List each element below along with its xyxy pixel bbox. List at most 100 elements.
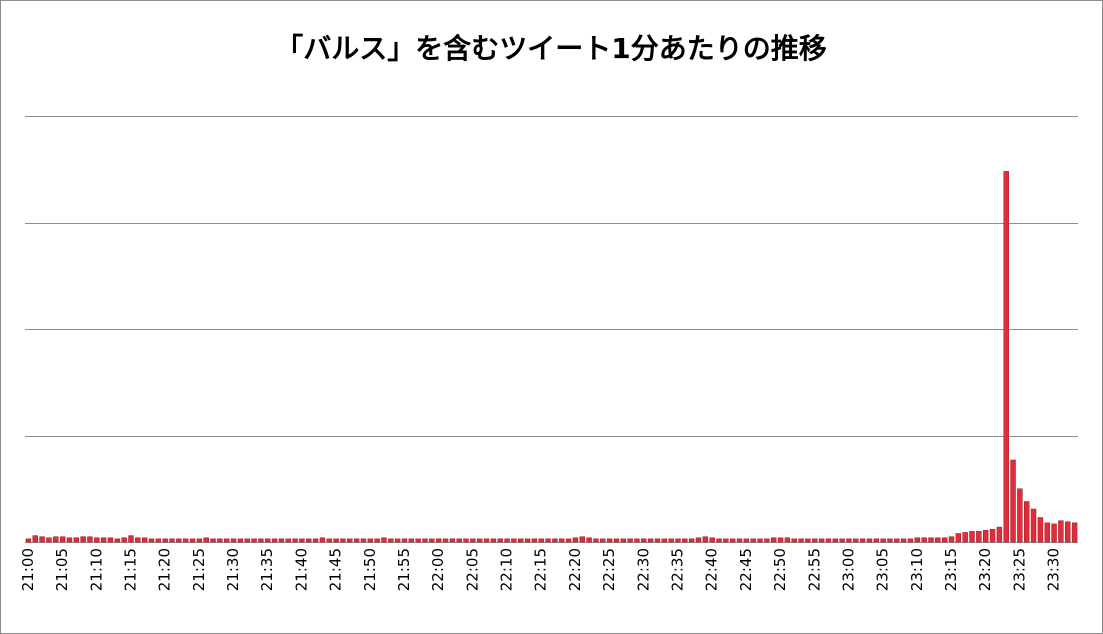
bar — [162, 538, 168, 543]
x-tick-label: 23:00 — [839, 548, 857, 591]
bar — [989, 528, 996, 543]
bar — [271, 538, 278, 543]
bar — [600, 538, 606, 543]
bar — [203, 537, 209, 543]
bar — [825, 538, 832, 543]
bar — [265, 538, 271, 543]
x-tick-label: 21:35 — [258, 548, 276, 591]
bar — [859, 538, 866, 543]
x-tick-label: 22:10 — [498, 548, 516, 591]
bar — [306, 538, 312, 543]
bar — [921, 537, 927, 543]
x-tick-label: 21:05 — [53, 548, 71, 591]
bar — [237, 538, 244, 543]
bar — [128, 535, 134, 543]
x-tick-label: 23:25 — [1010, 548, 1028, 591]
bar — [907, 538, 914, 543]
bar — [73, 537, 79, 543]
bar — [1051, 523, 1057, 543]
bar — [688, 538, 695, 543]
bar — [449, 538, 456, 543]
bar — [565, 538, 572, 543]
x-tick-label: 23:10 — [908, 548, 926, 591]
bar — [401, 538, 408, 543]
x-tick-label: 23:15 — [942, 548, 960, 591]
bar — [244, 538, 250, 543]
bar — [223, 538, 230, 543]
bar — [312, 538, 319, 543]
bar — [675, 538, 681, 543]
bar — [1024, 501, 1030, 543]
bar — [39, 536, 45, 543]
bar — [46, 537, 52, 543]
bar — [771, 537, 777, 543]
bar — [969, 531, 975, 543]
bar — [593, 538, 599, 543]
bar — [504, 538, 510, 543]
bar — [572, 537, 579, 543]
bar — [285, 538, 291, 543]
bar — [114, 538, 121, 543]
bar — [654, 538, 661, 543]
bar — [791, 538, 797, 543]
bar — [374, 538, 380, 543]
bar — [53, 536, 59, 543]
bar — [182, 538, 189, 543]
bar — [258, 538, 264, 543]
bar — [292, 538, 298, 543]
bar — [1010, 459, 1016, 543]
bar — [695, 537, 702, 543]
bar — [435, 538, 442, 543]
bar — [757, 538, 763, 543]
bar — [87, 536, 93, 543]
bar — [490, 538, 497, 543]
bar — [873, 538, 880, 543]
bar — [107, 537, 114, 543]
bar — [210, 538, 216, 543]
bar — [736, 538, 743, 543]
x-tick-label: 22:55 — [805, 548, 823, 591]
bar — [251, 538, 257, 543]
bar — [319, 537, 326, 543]
x-tick-label: 22:15 — [532, 548, 550, 591]
x-tick-label: 23:05 — [874, 548, 892, 591]
bar — [702, 536, 709, 543]
bar — [853, 538, 859, 543]
x-tick-label: 21:30 — [224, 548, 242, 591]
bar — [135, 537, 141, 543]
bar — [148, 538, 155, 543]
x-tick-label: 21:00 — [19, 548, 37, 591]
x-tick-label: 21:10 — [87, 548, 105, 591]
bar — [456, 538, 462, 543]
bar — [360, 538, 367, 543]
bar — [408, 538, 415, 543]
bar — [784, 537, 791, 543]
bar — [764, 538, 770, 543]
x-tick-label: 22:50 — [771, 548, 789, 591]
bar — [1065, 521, 1071, 543]
bar — [941, 537, 948, 543]
bar — [613, 538, 620, 543]
bar — [196, 538, 203, 543]
bar — [682, 538, 688, 543]
bar — [798, 538, 804, 543]
bar — [100, 537, 107, 543]
x-tick-label: 22:45 — [737, 548, 755, 591]
bar — [729, 538, 736, 543]
x-tick-label: 22:35 — [668, 548, 686, 591]
bar — [1058, 520, 1064, 543]
bar — [579, 536, 585, 543]
bar — [442, 538, 449, 543]
bar — [955, 533, 962, 543]
bar — [538, 538, 544, 543]
x-tick-label: 22:00 — [429, 548, 447, 591]
bar — [887, 538, 893, 543]
bar — [586, 537, 592, 543]
bar — [511, 538, 517, 543]
x-tick-label: 22:40 — [703, 548, 721, 591]
bar — [846, 538, 852, 543]
bar — [935, 537, 941, 543]
bar — [620, 538, 627, 543]
bar — [812, 538, 818, 543]
